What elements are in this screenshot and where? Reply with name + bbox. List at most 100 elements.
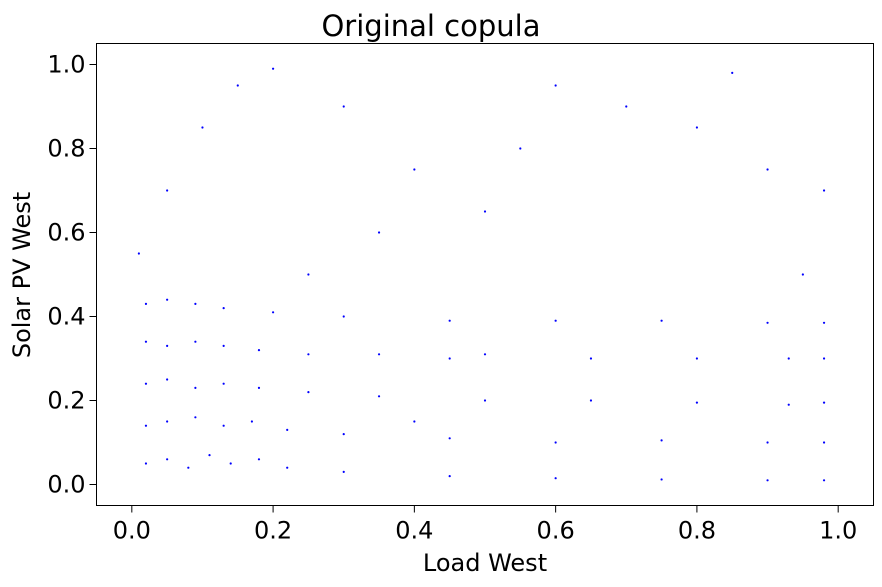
data-point (194, 302, 197, 305)
x-tick-label: 0.6 (537, 517, 575, 545)
data-point (307, 391, 310, 394)
x-axis-label: Load West (423, 549, 547, 577)
data-point (307, 273, 310, 276)
data-point (194, 340, 197, 343)
x-tick-label: 0.0 (113, 517, 151, 545)
data-point (695, 401, 699, 404)
data-point (660, 319, 663, 322)
data-point (822, 401, 826, 404)
data-point (448, 319, 451, 322)
data-point (271, 311, 275, 314)
data-point (137, 252, 140, 255)
data-point (377, 395, 381, 398)
data-point (787, 403, 790, 406)
data-point (271, 67, 275, 70)
data-point (377, 353, 381, 356)
data-point (483, 399, 487, 402)
y-tick-label: 0.4 (47, 303, 85, 331)
data-point (307, 353, 310, 356)
data-point (554, 319, 557, 322)
data-point (342, 433, 345, 436)
data-point (766, 321, 769, 324)
data-point (554, 441, 557, 444)
data-point (695, 126, 699, 129)
data-point (448, 357, 451, 360)
data-point (222, 307, 225, 310)
data-point (187, 466, 190, 469)
data-point (257, 349, 261, 352)
data-point (483, 210, 487, 213)
data-point (589, 357, 593, 360)
data-point (483, 353, 487, 356)
y-axis-ticks: 0.0 0.2 0.4 0.6 0.8 1.0 (47, 51, 97, 499)
data-point (194, 386, 197, 389)
data-point (229, 462, 232, 465)
data-point (166, 344, 169, 347)
data-point (144, 462, 148, 465)
data-point (766, 441, 769, 444)
data-point (166, 378, 169, 381)
data-point (448, 475, 451, 478)
data-point (448, 437, 451, 440)
data-point (144, 424, 148, 427)
data-point (377, 231, 381, 234)
data-point (286, 466, 289, 469)
x-tick-label: 0.2 (254, 517, 292, 545)
data-point (822, 189, 826, 192)
data-point (166, 420, 169, 423)
chart-title: Original copula (321, 9, 540, 43)
data-point (822, 357, 826, 360)
data-point (166, 298, 169, 301)
data-point (222, 424, 225, 427)
data-point (589, 399, 593, 402)
data-point (787, 357, 790, 360)
data-point (554, 477, 557, 480)
data-point (257, 458, 261, 461)
data-point (194, 416, 197, 419)
y-tick-label: 0.0 (47, 471, 85, 499)
plot-frame (96, 43, 874, 506)
data-point (342, 105, 345, 108)
data-point (660, 439, 663, 442)
data-point (257, 386, 261, 389)
x-tick-label: 0.8 (678, 517, 716, 545)
data-point (342, 315, 345, 318)
x-tick-label: 1.0 (819, 517, 857, 545)
scatter-points (137, 67, 826, 482)
data-point (822, 479, 826, 482)
data-point (822, 441, 826, 444)
data-point (413, 420, 416, 423)
data-point (554, 84, 557, 87)
data-point (519, 147, 522, 150)
data-point (695, 357, 699, 360)
data-point (766, 479, 769, 482)
data-point (201, 126, 204, 129)
data-point (144, 302, 148, 305)
data-point (731, 71, 734, 74)
data-point (166, 458, 169, 461)
data-point (801, 273, 804, 276)
data-point (342, 470, 345, 473)
data-point (166, 189, 169, 192)
data-point (286, 428, 289, 431)
data-point (236, 84, 239, 87)
data-point (766, 168, 769, 171)
x-tick-label: 0.4 (395, 517, 433, 545)
y-tick-label: 0.8 (47, 135, 85, 163)
data-point (625, 105, 628, 108)
data-point (144, 340, 148, 343)
data-point (250, 420, 253, 423)
data-point (222, 382, 225, 385)
data-point (413, 168, 416, 171)
y-tick-label: 1.0 (47, 51, 85, 79)
data-point (144, 382, 148, 385)
y-axis-label: Solar PV West (8, 192, 36, 358)
data-point (222, 344, 225, 347)
data-point (208, 454, 211, 457)
y-tick-label: 0.6 (47, 219, 85, 247)
data-point (822, 321, 826, 324)
y-tick-label: 0.2 (47, 387, 85, 415)
x-axis-ticks: 0.0 0.2 0.4 0.6 0.8 1.0 (113, 505, 857, 545)
